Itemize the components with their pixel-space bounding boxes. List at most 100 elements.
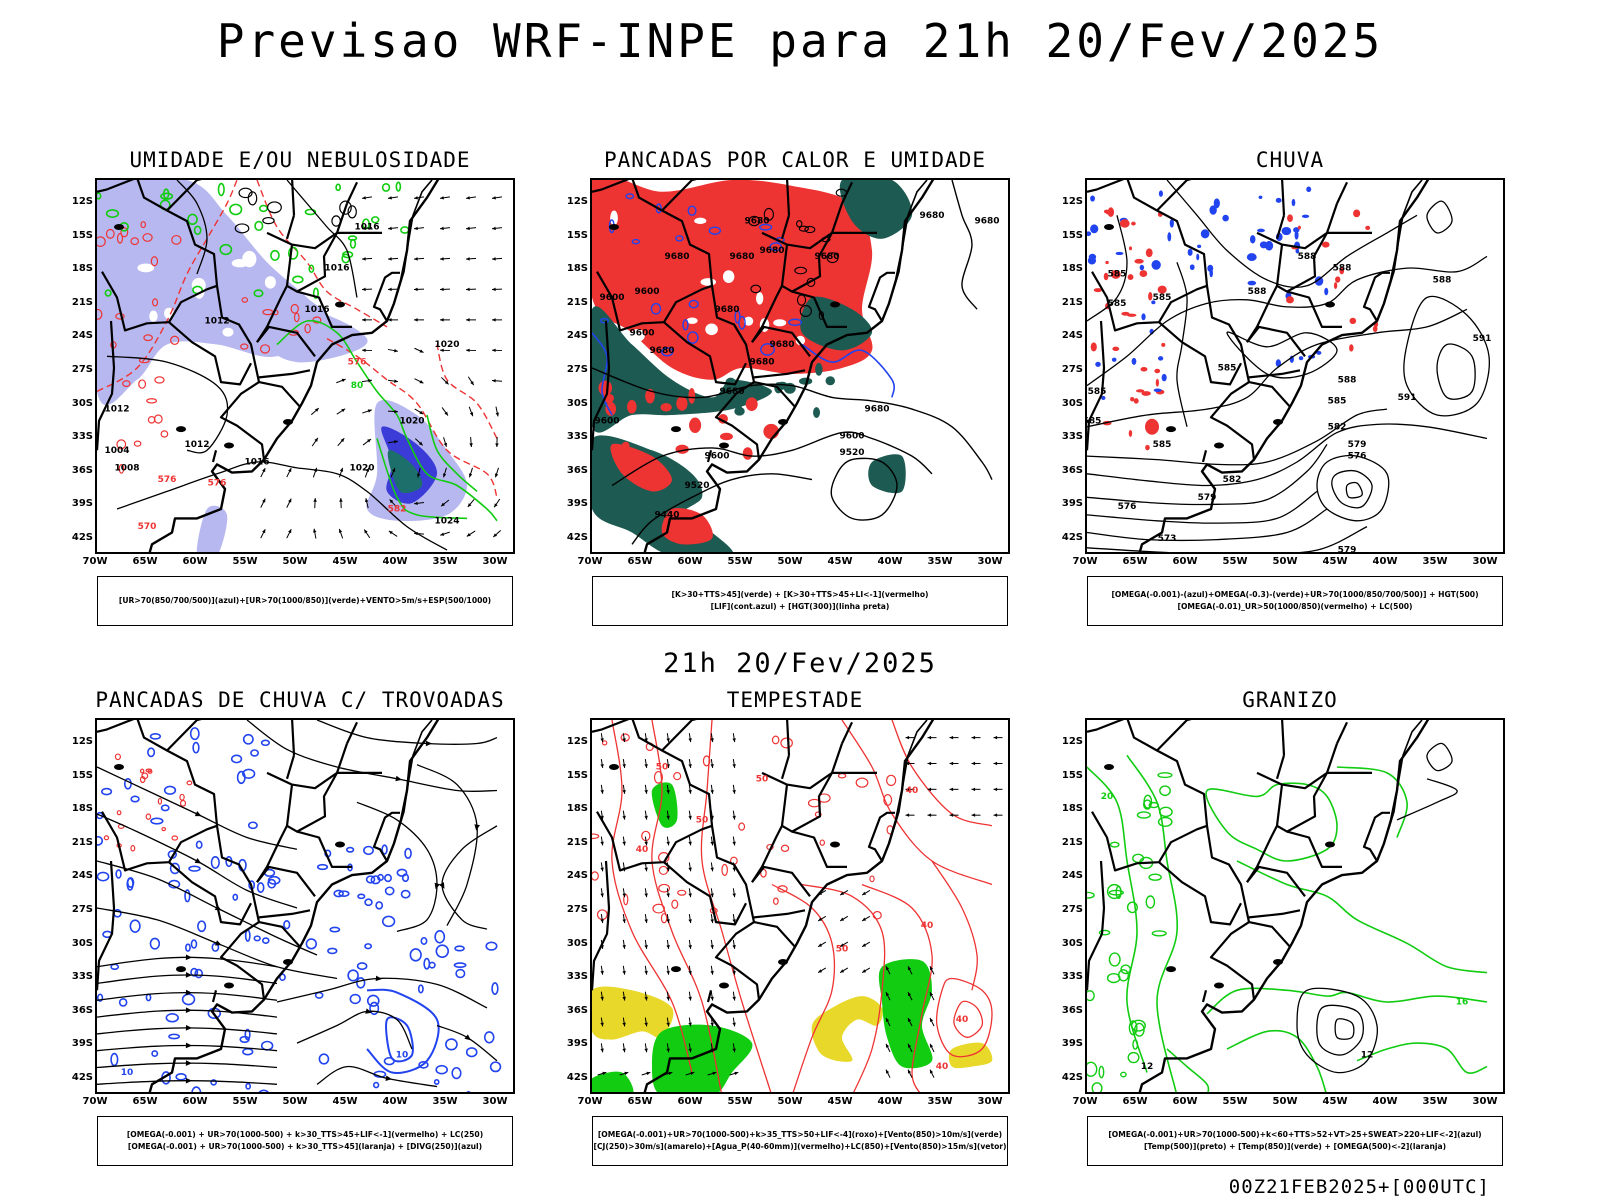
longitude-tick-label: 70W	[577, 556, 603, 567]
wind-850-vector	[666, 991, 670, 1001]
divergence-250-contour	[211, 942, 220, 952]
wind-850-vector	[949, 787, 959, 792]
latitude-axis: 12S 15S 18S 21S 24S 27S 30S 33S 36S 39S 42S	[1055, 178, 1083, 554]
country-border	[256, 865, 316, 897]
longitude-tick-label: 60W	[1172, 1096, 1198, 1107]
latitude-tick-label: 24S	[71, 330, 93, 342]
humidity-lower-contour	[162, 188, 170, 200]
country-border	[1336, 181, 1348, 204]
wind-850-vector	[949, 761, 959, 766]
streamline-arrow	[385, 1075, 392, 1081]
divergence-250-contour	[400, 889, 411, 899]
wind-850-vector	[644, 784, 648, 794]
latitude-tick-label: 24S	[1061, 330, 1083, 342]
geopotential-500-contour	[1087, 508, 1328, 542]
wind-850-vector	[666, 914, 670, 924]
contour-value-label: 576	[348, 358, 367, 368]
wind-vector	[260, 528, 266, 539]
wind-850-vector	[622, 1017, 626, 1027]
latitude-tick-label: 42S	[566, 531, 588, 543]
clear-gap	[686, 317, 698, 324]
wind-vector	[442, 467, 447, 478]
country-border	[1275, 754, 1286, 780]
temp-850-contour	[1109, 841, 1120, 848]
geopotential-500-contour	[1226, 331, 1338, 379]
divergence-250-contour	[160, 804, 170, 812]
wind-850-vector	[600, 914, 604, 924]
wind-850-vector	[666, 1017, 670, 1027]
contour-value-label: 9440	[654, 510, 679, 520]
geopotential-500-contour	[1087, 408, 1388, 466]
humidity-lower-contour	[308, 264, 315, 274]
wind-850-vector	[597, 1071, 607, 1076]
rain-red-area	[1335, 276, 1341, 283]
lifted-index-contour	[675, 235, 684, 242]
legend-line: [CJ(250)>30m/s](amarelo)+[Agua_P(40-60mm…	[593, 1142, 1007, 1151]
divergence-250-contour	[333, 889, 344, 898]
latitude-tick-label: 36S	[71, 464, 93, 476]
geopotential-500-contour	[1087, 526, 1368, 552]
longitude-tick-label: 70W	[1072, 1096, 1098, 1107]
divergence-250-contour	[366, 994, 380, 1007]
lifted-index-contour	[599, 317, 609, 324]
wind-850-vector	[688, 1043, 692, 1053]
geopotential-300-contour	[748, 215, 761, 227]
sea-level-pressure-850	[771, 883, 836, 1092]
contour-value-label: 9680	[649, 346, 674, 356]
rain-red-area	[1145, 444, 1150, 451]
streamline-arrow	[185, 972, 192, 978]
rain-red-area	[1119, 219, 1130, 228]
lifted-index-contour	[788, 318, 803, 326]
lifted-index-contour	[687, 205, 697, 216]
divergence-250-contour	[418, 1060, 429, 1069]
longitude-tick-label: 70W	[1072, 556, 1098, 567]
divergence-250-contour	[356, 977, 366, 989]
longitude-tick-label: 45W	[332, 556, 358, 567]
wind-850-vector	[949, 813, 959, 817]
omega-blue-area	[1197, 244, 1202, 249]
contour-value-label: 1012	[184, 440, 209, 450]
lake	[335, 301, 345, 308]
divergence-250-contour	[197, 920, 207, 933]
latitude-tick-label: 33S	[71, 971, 93, 983]
legend-box: [OMEGA(-0.001)+UR>70(1000-500)+k>35_TTS>…	[592, 1116, 1008, 1166]
wind-850-vector	[949, 735, 959, 740]
precip-water-contour	[677, 889, 687, 896]
divergence-250-contour	[118, 998, 128, 1007]
geopotential-300-contour	[794, 266, 808, 275]
lake	[1325, 301, 1335, 308]
thunderstorm-red-contour	[139, 775, 146, 784]
clear-gap	[137, 263, 155, 273]
wind-vector	[361, 348, 373, 353]
divergence-250-contour	[417, 984, 424, 994]
country-border	[781, 772, 833, 833]
thickness-500-1000	[122, 380, 131, 388]
divergence-250-contour	[349, 993, 361, 1005]
longitude-tick-label: 30W	[482, 556, 508, 567]
temp-500-contour	[1334, 1018, 1355, 1040]
longitude-tick-label: 40W	[1372, 1096, 1398, 1107]
lifted-index-contour	[661, 347, 674, 357]
divergence-250-contour	[423, 957, 431, 970]
divergence-250-contour	[244, 929, 251, 942]
wind-850-vector	[622, 758, 626, 768]
panel-title: UMIDADE E/OU NEBULOSIDADE	[129, 148, 471, 172]
latitude-tick-label: 39S	[71, 1038, 93, 1050]
wind-850-vector	[622, 836, 626, 846]
lifted-index-contour	[769, 242, 782, 252]
wind-850-vector	[729, 1071, 739, 1076]
temp-850-contour	[1145, 895, 1156, 909]
divergence-250-contour	[356, 962, 368, 971]
humidity-lower-contour	[193, 225, 202, 236]
geopotential-500-contour	[1087, 255, 1488, 387]
wind-vector	[465, 226, 477, 231]
humidity-lower-contour	[187, 213, 198, 226]
geopotential-300-contour	[763, 207, 775, 221]
wind-850-vector	[644, 965, 648, 975]
coastline	[890, 180, 928, 298]
wind-850-vector	[839, 967, 849, 974]
omega-blue-area	[1115, 251, 1124, 256]
divergence-250-contour	[385, 1016, 414, 1063]
wind-850-vector	[622, 939, 626, 949]
wind-850-vector	[710, 784, 714, 794]
